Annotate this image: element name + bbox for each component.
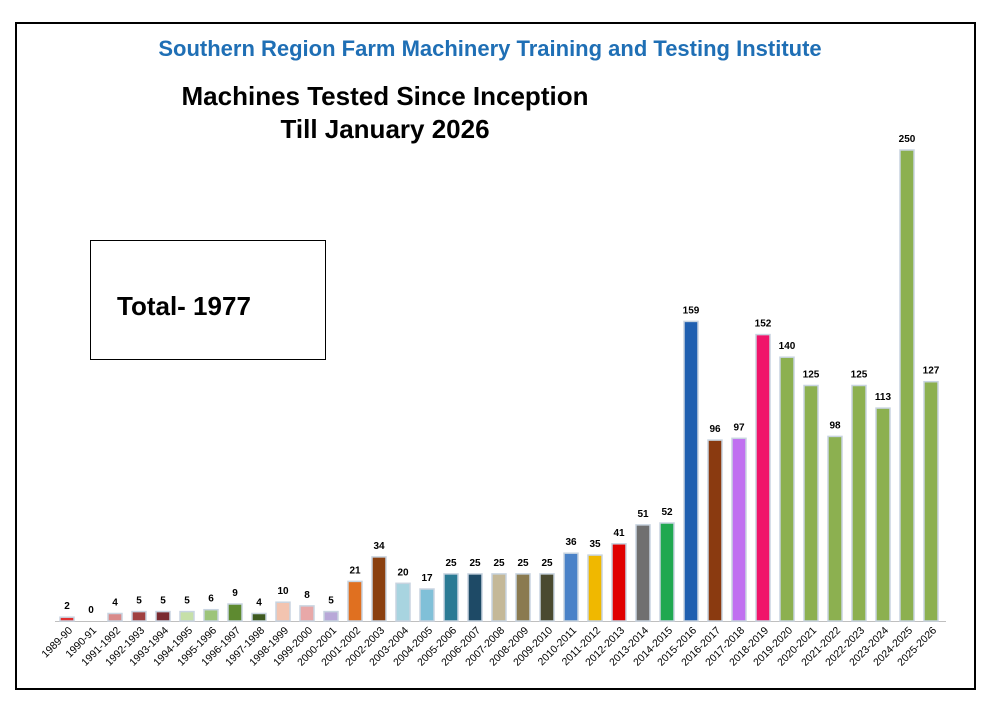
bar-2017-2018 xyxy=(731,437,747,622)
value-label: 113 xyxy=(875,392,892,403)
value-label: 4 xyxy=(112,598,118,609)
value-label: 20 xyxy=(397,567,409,578)
value-label: 25 xyxy=(445,558,457,569)
value-label: 125 xyxy=(851,370,868,381)
value-label: 52 xyxy=(661,507,673,518)
bar-2012-2013 xyxy=(611,543,627,622)
bar-2024-2025 xyxy=(899,149,915,622)
value-label: 159 xyxy=(683,305,700,316)
bar-2003-2004 xyxy=(395,582,411,622)
value-label: 6 xyxy=(208,594,214,605)
bar-1992-1993 xyxy=(131,610,147,622)
bar-2010-2011 xyxy=(563,552,579,622)
bar-1997-1998 xyxy=(251,612,267,622)
bar-2015-2016 xyxy=(683,320,699,622)
x-tick-labels-group: 1989-901990-911991-19921992-19931993-199… xyxy=(39,625,939,669)
bar-1993-1994 xyxy=(155,610,171,622)
total-box: Total- 1977 xyxy=(90,240,326,360)
bar-2021-2022 xyxy=(827,435,843,622)
bar-2013-2014 xyxy=(635,524,651,622)
bar-2001-2002 xyxy=(347,580,363,622)
bar-2020-2021 xyxy=(803,384,819,622)
bar-2016-2017 xyxy=(707,439,723,622)
bar-2007-2008 xyxy=(491,573,507,622)
bar-1991-1992 xyxy=(107,612,123,622)
value-label: 127 xyxy=(923,366,940,377)
bar-2018-2019 xyxy=(755,333,771,622)
bar-2025-2026 xyxy=(923,380,939,622)
bar-1989-90 xyxy=(59,616,75,622)
bar-2004-2005 xyxy=(419,588,435,622)
value-label: 25 xyxy=(469,558,481,569)
value-label: 98 xyxy=(829,420,841,431)
bar-2009-2010 xyxy=(539,573,555,622)
bar-1999-2000 xyxy=(299,605,315,622)
value-label: 5 xyxy=(160,596,166,607)
value-label: 152 xyxy=(755,319,772,330)
value-label: 5 xyxy=(328,596,334,607)
value-label: 51 xyxy=(637,509,649,520)
bar-2002-2003 xyxy=(371,556,387,622)
value-label: 97 xyxy=(733,422,745,433)
value-label: 17 xyxy=(421,573,433,584)
bar-2019-2020 xyxy=(779,356,795,622)
chart-title: Machines Tested Since Inception Till Jan… xyxy=(120,80,650,146)
bar-2000-2001 xyxy=(323,610,339,622)
value-label: 125 xyxy=(803,370,820,381)
value-label: 2 xyxy=(64,601,70,612)
bar-2022-2023 xyxy=(851,384,867,622)
value-label: 8 xyxy=(304,590,310,601)
value-label: 5 xyxy=(136,596,142,607)
bar-2006-2007 xyxy=(467,573,483,622)
bar-2011-2012 xyxy=(587,554,603,622)
chart-title-line-2: Till January 2026 xyxy=(280,114,490,144)
bars-group xyxy=(59,149,939,622)
value-label: 21 xyxy=(349,565,361,576)
value-label: 35 xyxy=(589,539,601,550)
bar-1998-1999 xyxy=(275,601,291,622)
value-label: 0 xyxy=(88,605,94,616)
value-label: 5 xyxy=(184,596,190,607)
chart-title-line-1: Machines Tested Since Inception xyxy=(181,81,589,111)
bar-1996-1997 xyxy=(227,603,243,622)
bar-2008-2009 xyxy=(515,573,531,622)
bar-1995-1996 xyxy=(203,608,219,622)
value-label: 25 xyxy=(493,558,505,569)
total-label: Total- 1977 xyxy=(117,291,251,321)
bar-1994-1995 xyxy=(179,610,195,622)
value-label: 41 xyxy=(613,528,625,539)
value-label: 9 xyxy=(232,588,238,599)
value-label: 36 xyxy=(565,537,577,548)
bar-2014-2015 xyxy=(659,522,675,622)
value-label: 4 xyxy=(256,598,262,609)
institute-title: Southern Region Farm Machinery Training … xyxy=(158,36,822,61)
value-label: 10 xyxy=(277,586,289,597)
value-label: 140 xyxy=(779,341,796,352)
bar-2005-2006 xyxy=(443,573,459,622)
bar-2023-2024 xyxy=(875,407,891,622)
value-label: 34 xyxy=(373,541,385,552)
value-label: 96 xyxy=(709,424,721,435)
value-label: 250 xyxy=(899,134,916,145)
value-label: 25 xyxy=(541,558,553,569)
value-label: 25 xyxy=(517,558,529,569)
